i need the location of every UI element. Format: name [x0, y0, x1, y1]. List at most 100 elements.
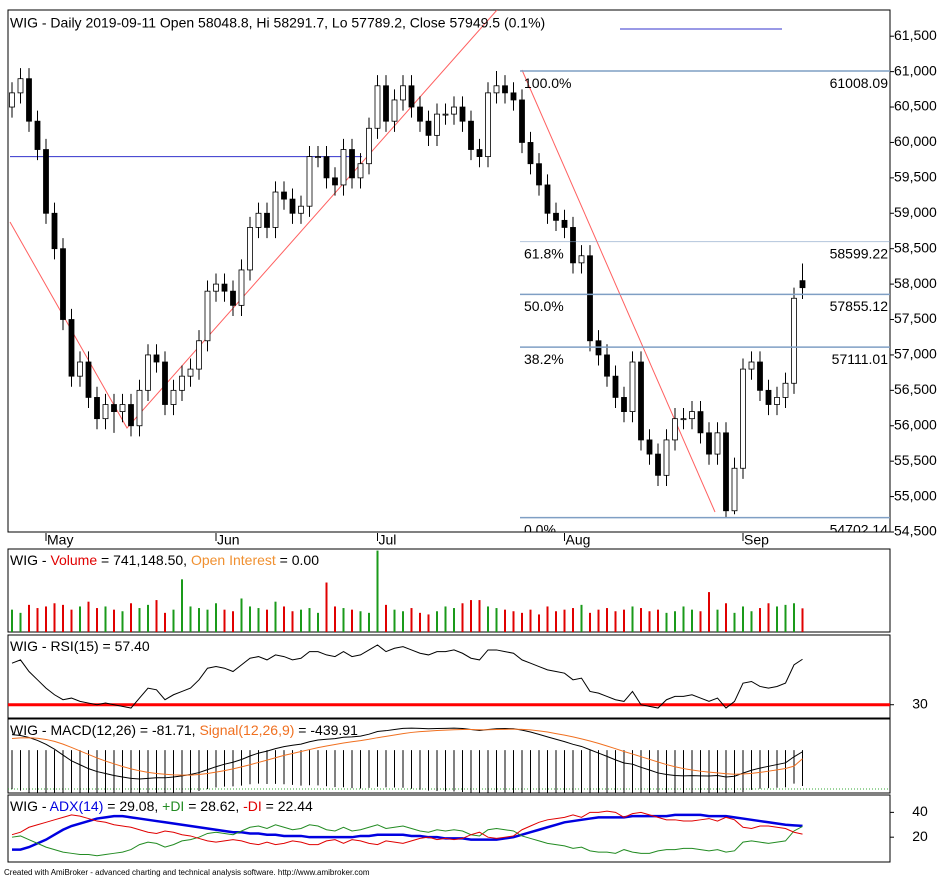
candle-body [604, 354, 610, 377]
rsi-panel [8, 644, 890, 709]
candle-body [748, 361, 755, 370]
fib-price-label: 57111.01 [832, 351, 889, 367]
adx-panel [11, 810, 803, 857]
x-tick-label: May [47, 532, 73, 548]
candle-body [578, 255, 585, 264]
y-tick-label: 57,000 [894, 346, 937, 362]
candle-body [417, 106, 423, 122]
y-tick-label: 40 [912, 803, 928, 819]
zigzag [521, 69, 716, 513]
candle-body [34, 120, 41, 150]
series-line [11, 727, 803, 780]
zigzag [9, 10, 498, 429]
candle-body [425, 120, 432, 136]
candle-body [799, 280, 806, 289]
candle-body [102, 404, 109, 420]
candle-body [774, 397, 780, 405]
candle-body [213, 283, 219, 292]
candle-body [527, 142, 534, 165]
candle-body [561, 219, 568, 228]
candle-body [153, 354, 160, 363]
panel-title: WIG - ADX(14) = 29.08, +DI = 28.62, -DI … [10, 798, 313, 814]
candle-body [281, 191, 287, 200]
title-part: = 57.40 [99, 638, 150, 654]
fib-level-label: 0.0% [524, 521, 556, 537]
candle-body [680, 418, 687, 421]
candle-body [289, 198, 296, 214]
candle-body [587, 255, 593, 342]
title-part: RSI(15) [50, 638, 98, 654]
candle-body [476, 149, 483, 158]
series-line [11, 644, 803, 709]
y-tick-label: 55,000 [894, 487, 937, 503]
candle-body [595, 340, 602, 356]
y-tick-label: 57,500 [894, 310, 937, 326]
candle-body [43, 149, 49, 214]
candle-body [689, 411, 695, 420]
candle-body [485, 92, 491, 158]
y-tick-label: 61,000 [894, 62, 937, 78]
candle-body [459, 106, 466, 122]
title-part: = -81.71, [136, 722, 199, 738]
candle-body [536, 163, 542, 186]
y-tick-label: 58,000 [894, 275, 937, 291]
candle-body [136, 389, 143, 427]
candle-body [145, 354, 151, 391]
candle-body [765, 389, 772, 405]
title-part: WIG - [10, 552, 50, 568]
price-panel: 100.0% 61008.09 61.8% 58599.22 50.0% 57855.12… [9, 10, 890, 537]
title-part: -DI [243, 798, 262, 814]
candle-body [655, 453, 661, 476]
fib-level-label: 50.0% [524, 298, 564, 314]
candle-body [400, 85, 406, 101]
candle-body [697, 411, 704, 434]
candle-body [349, 149, 355, 179]
candle-body [757, 361, 763, 391]
y-tick-label: 55,500 [894, 452, 937, 468]
candle-body [357, 163, 364, 179]
x-tick-label: Jul [379, 532, 397, 548]
candle-body [706, 432, 712, 455]
candle-body [230, 290, 236, 306]
candle-body [714, 432, 721, 455]
candle-body [162, 361, 168, 405]
candle-body [553, 212, 559, 221]
candle-body [77, 361, 83, 377]
candle-body [621, 397, 627, 412]
x-tick-label: Aug [566, 532, 591, 548]
candle-body [366, 127, 372, 165]
candle-body [179, 375, 185, 391]
series-line [12, 813, 803, 851]
candle-body [68, 319, 75, 377]
candle-body [255, 212, 262, 228]
candle-body [383, 85, 389, 122]
title-part: Volume [50, 552, 97, 568]
x-tick-label: Jun [217, 532, 240, 548]
y-tick-label: 20 [912, 828, 928, 844]
title-part: WIG - [10, 798, 50, 814]
candle-body [646, 439, 653, 455]
y-tick-label: 30 [912, 695, 928, 711]
candle-body [510, 92, 517, 101]
candle-body [85, 361, 92, 398]
y-tick-label: 60,000 [894, 133, 937, 149]
x-tick-label: Sep [744, 532, 769, 548]
candle-body [51, 212, 58, 250]
title-part: WIG - [10, 638, 50, 654]
title-part: = 0.00 [276, 552, 319, 568]
y-tick-label: 56,500 [894, 381, 937, 397]
candle-body [451, 106, 457, 115]
candle-body [672, 418, 678, 441]
candle-body [298, 205, 304, 214]
y-tick-label: 61,500 [894, 27, 937, 43]
panel-title: WIG - MACD(12,26) = -81.71, Signal(12,26… [10, 722, 358, 738]
series-line [11, 810, 803, 846]
title-part: MACD(12,26) [50, 722, 136, 738]
candle-body [221, 283, 228, 292]
title-part: Open Interest [191, 552, 276, 568]
candle-body [204, 290, 211, 342]
candle-body [782, 382, 789, 398]
candle-body [493, 85, 500, 94]
fib-level-label: 100.0% [524, 75, 571, 91]
candle-body [196, 340, 202, 370]
